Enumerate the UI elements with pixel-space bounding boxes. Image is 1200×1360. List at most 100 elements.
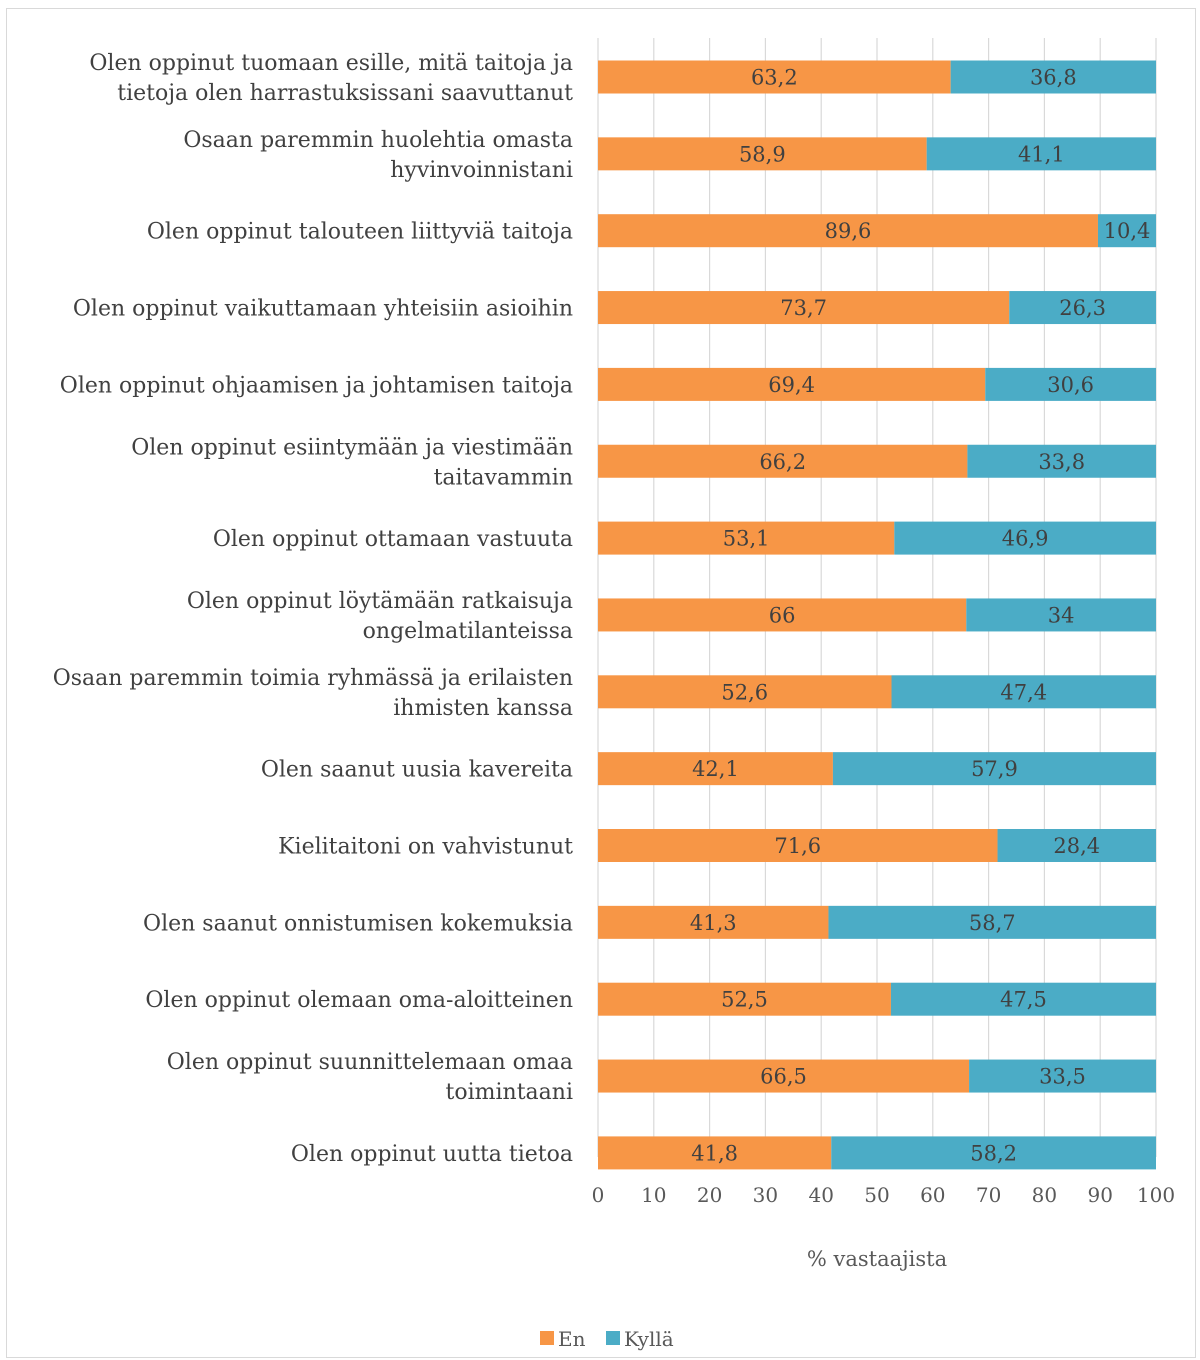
bar-kyllä-2	[1097, 214, 1156, 248]
bar-kyllä-13	[969, 1059, 1156, 1093]
category-label-13-0: Olen oppinut suunnittelemaan omaa	[167, 1050, 573, 1075]
x-tick-label-20: 20	[697, 1183, 722, 1207]
data-label-en-11: 41,3	[690, 911, 737, 935]
data-label-kyllä-11: 58,7	[969, 911, 1016, 935]
bar-en-7	[598, 598, 967, 632]
x-tick-label-60: 60	[920, 1183, 945, 1207]
bar-kyllä-1	[926, 137, 1156, 171]
bar-en-1	[598, 137, 927, 171]
data-label-en-13: 66,5	[760, 1065, 807, 1089]
category-label-8-1: ihmisten kanssa	[393, 696, 573, 721]
data-label-en-7: 66	[769, 603, 796, 627]
bar-en-10	[598, 829, 998, 862]
x-tick-label-0: 0	[592, 1183, 605, 1207]
data-label-kyllä-12: 47,5	[1000, 988, 1047, 1012]
category-label-1-1: hyvinvoinnistani	[390, 158, 573, 183]
category-label-4-0: Olen oppinut ohjaamisen ja johtamisen ta…	[60, 373, 573, 398]
bar-kyllä-10	[997, 829, 1156, 862]
bar-kyllä-0	[950, 60, 1156, 94]
legend-swatch-en	[540, 1331, 554, 1345]
category-label-14-0: Olen oppinut uutta tietoa	[291, 1142, 573, 1167]
bar-en-0	[598, 60, 951, 94]
bar-kyllä-12	[890, 982, 1156, 1016]
legend-label-en: En	[558, 1327, 586, 1351]
data-label-en-2: 89,6	[825, 219, 872, 243]
data-label-kyllä-7: 34	[1048, 603, 1075, 627]
bar-en-3	[598, 291, 1010, 325]
category-label-12-0: Olen oppinut olemaan oma-aloitteinen	[145, 988, 573, 1013]
x-tick-label-70: 70	[976, 1183, 1001, 1207]
data-label-kyllä-9: 57,9	[971, 757, 1018, 781]
bar-kyllä-14	[831, 1136, 1156, 1170]
x-tick-label-40: 40	[808, 1183, 833, 1207]
category-label-5-0: Olen oppinut esiintymään ja viestimään	[131, 435, 573, 460]
data-label-en-3: 73,7	[780, 296, 827, 320]
category-label-7-0: Olen oppinut löytämään ratkaisuja	[187, 589, 573, 614]
category-label-9-0: Olen saanut uusia kavereita	[261, 758, 573, 783]
bar-en-8	[598, 675, 892, 709]
data-label-en-4: 69,4	[768, 373, 815, 397]
bar-kyllä-4	[985, 367, 1156, 401]
bar-kyllä-7	[966, 598, 1156, 632]
category-label-7-1: ongelmatilanteissa	[363, 619, 573, 644]
category-label-5-1: taitavammin	[434, 465, 573, 490]
data-label-en-6: 53,1	[723, 527, 770, 551]
data-label-kyllä-5: 33,8	[1038, 450, 1085, 474]
bar-en-14	[598, 1136, 832, 1170]
category-label-1-0: Osaan paremmin huolehtia omasta	[183, 128, 573, 153]
category-label-0-1: tietoja olen harrastuksissani saavuttanu…	[117, 81, 573, 106]
bar-kyllä-6	[894, 521, 1156, 555]
bar-en-12	[598, 982, 891, 1016]
data-labels: 63,2 36,8 58,9 41,1 89,6 10,4 73,7 26,3 69,4 30,6…	[690, 66, 1151, 1166]
category-label-13-1: toimintaani	[446, 1080, 573, 1105]
data-label-kyllä-1: 41,1	[1018, 142, 1065, 166]
category-label-6-0: Olen oppinut ottamaan vastuuta	[213, 527, 573, 552]
data-label-kyllä-3: 26,3	[1059, 296, 1106, 320]
category-label-0-0: Olen oppinut tuomaan esille, mitä taitoj…	[89, 51, 573, 76]
x-tick-label-50: 50	[864, 1183, 889, 1207]
data-label-kyllä-2: 10,4	[1104, 219, 1151, 243]
bar-en-6	[598, 521, 895, 555]
bar-en-2	[598, 214, 1098, 248]
data-label-en-12: 52,5	[721, 988, 768, 1012]
data-label-en-9: 42,1	[692, 757, 739, 781]
bar-kyllä-5	[967, 444, 1156, 478]
legend-swatch-kyllä	[606, 1331, 620, 1345]
legend: En Kyllä	[540, 1327, 674, 1351]
data-label-kyllä-8: 47,4	[1000, 680, 1047, 704]
bar-en-9	[598, 752, 833, 786]
data-label-en-1: 58,9	[739, 142, 786, 166]
legend-label-kyllä: Kyllä	[624, 1327, 674, 1351]
data-label-en-0: 63,2	[751, 66, 798, 90]
bar-kyllä-8	[891, 675, 1156, 709]
bar-kyllä-9	[832, 752, 1156, 786]
x-tick-label-90: 90	[1087, 1183, 1112, 1207]
data-label-kyllä-10: 28,4	[1053, 834, 1100, 858]
x-axis-title: % vastaajista	[807, 1247, 947, 1271]
data-label-kyllä-13: 33,5	[1039, 1065, 1086, 1089]
bar-en-11	[598, 905, 829, 939]
data-label-kyllä-4: 30,6	[1047, 373, 1094, 397]
data-label-kyllä-6: 46,9	[1002, 527, 1049, 551]
category-label-11-0: Olen saanut onnistumisen kokemuksia	[143, 911, 573, 936]
data-label-en-5: 66,2	[759, 450, 806, 474]
category-label-3-0: Olen oppinut vaikuttamaan yhteisiin asio…	[73, 297, 573, 322]
x-tick-label-30: 30	[753, 1183, 778, 1207]
bar-kyllä-11	[828, 905, 1156, 939]
data-label-kyllä-0: 36,8	[1030, 66, 1077, 90]
bar-en-4	[598, 367, 986, 401]
category-label-2-0: Olen oppinut talouteen liittyviä taitoja	[147, 220, 573, 245]
category-label-8-0: Osaan paremmin toimia ryhmässä ja erilai…	[53, 666, 573, 691]
x-tick-labels: 0 10 20 30 40 50 60 70 80 90 100	[592, 1183, 1175, 1207]
category-labels: Olen oppinut tuomaan esille, mitä taitoj…	[53, 51, 573, 1167]
data-label-en-10: 71,6	[774, 834, 821, 858]
category-label-10-0: Kielitaitoni on vahvistunut	[278, 835, 573, 860]
x-tick-label-100: 100	[1137, 1183, 1175, 1207]
data-label-en-8: 52,6	[721, 680, 768, 704]
bar-kyllä-3	[1009, 291, 1156, 325]
bar-en-5	[598, 444, 968, 478]
data-label-en-14: 41,8	[691, 1141, 738, 1165]
data-label-kyllä-14: 58,2	[970, 1141, 1017, 1165]
bars	[598, 60, 1156, 1170]
